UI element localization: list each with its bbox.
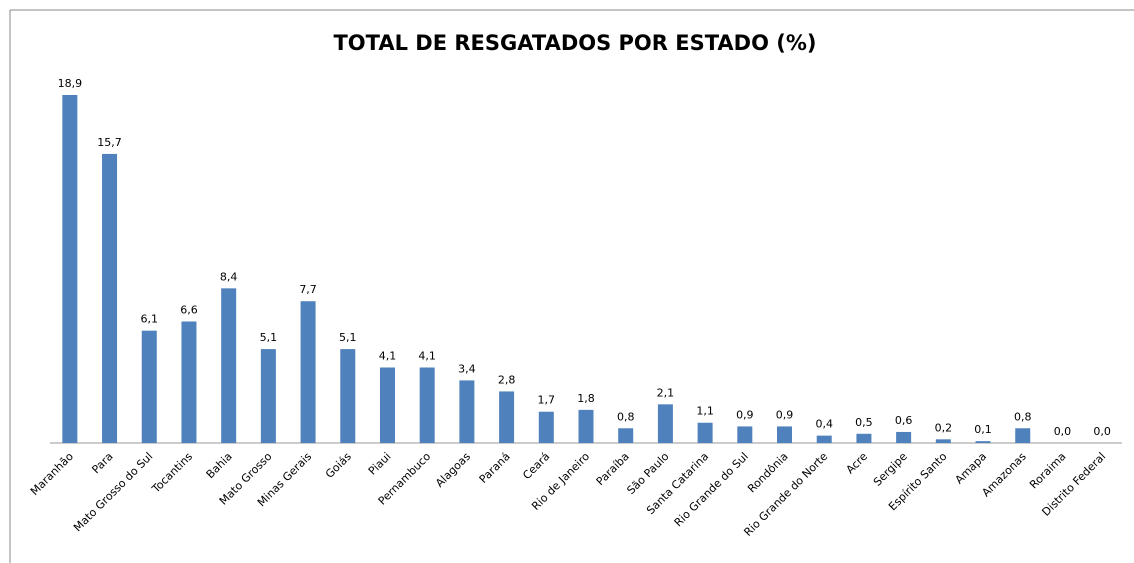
value-label: 6,1 bbox=[141, 313, 159, 326]
bar bbox=[935, 439, 951, 443]
bar bbox=[419, 367, 435, 443]
bar bbox=[856, 433, 872, 443]
bar bbox=[777, 426, 793, 443]
value-label: 0,8 bbox=[617, 410, 635, 423]
x-tick-label: Para bbox=[89, 450, 115, 476]
value-label: 7,7 bbox=[299, 283, 317, 296]
bar bbox=[578, 409, 594, 443]
bar bbox=[657, 404, 673, 443]
value-label: 18,9 bbox=[58, 77, 83, 90]
value-label: 0,1 bbox=[974, 423, 992, 436]
value-label: 6,6 bbox=[180, 303, 198, 316]
value-label: 0,4 bbox=[815, 418, 833, 431]
x-tick-label: Tocantins bbox=[149, 450, 195, 496]
x-tick-label: Bahia bbox=[204, 450, 235, 481]
bar bbox=[737, 426, 753, 443]
value-label: 0,5 bbox=[855, 416, 873, 429]
value-label: 4,1 bbox=[379, 350, 397, 363]
bar bbox=[300, 301, 316, 443]
value-label: 0,0 bbox=[1054, 425, 1072, 438]
bar bbox=[816, 435, 832, 443]
x-tick-label: Acre bbox=[844, 450, 871, 477]
bar bbox=[1015, 428, 1031, 443]
value-label: 2,1 bbox=[657, 386, 675, 399]
x-tick-label: Sergipe bbox=[871, 450, 910, 489]
x-tick-label: Mato Grosso do Sul bbox=[71, 450, 155, 534]
bar bbox=[975, 441, 991, 443]
value-label: 2,8 bbox=[498, 373, 516, 386]
x-tick-label: Rio Grande do Sul bbox=[672, 450, 751, 529]
bar bbox=[260, 349, 276, 443]
value-label: 0,8 bbox=[1014, 410, 1032, 423]
value-label: 8,4 bbox=[220, 270, 238, 283]
bar bbox=[221, 288, 237, 443]
value-label: 0,6 bbox=[895, 414, 913, 427]
bar bbox=[141, 330, 157, 443]
x-tick-label: Piaui bbox=[366, 450, 394, 478]
x-tick-label: Roraima bbox=[1027, 450, 1068, 491]
bar bbox=[896, 431, 912, 443]
x-tick-label: Goiás bbox=[323, 450, 354, 481]
value-label: 0,0 bbox=[1093, 425, 1111, 438]
bar bbox=[459, 380, 475, 443]
value-label: 5,1 bbox=[260, 331, 278, 344]
bar bbox=[697, 422, 713, 443]
bar bbox=[379, 367, 395, 443]
value-label: 1,1 bbox=[696, 405, 714, 418]
value-label: 1,7 bbox=[538, 394, 556, 407]
chart-title: TOTAL DE RESGATADOS POR ESTADO (%) bbox=[333, 31, 816, 55]
value-label: 4,1 bbox=[418, 350, 436, 363]
value-label: 0,9 bbox=[736, 408, 754, 421]
value-label: 15,7 bbox=[97, 136, 122, 149]
x-tick-label: Paraná bbox=[477, 450, 513, 486]
value-label: 1,8 bbox=[577, 392, 595, 405]
x-tick-label: Amapa bbox=[953, 450, 990, 487]
value-label: 0,9 bbox=[776, 408, 794, 421]
x-tick-label: Alagoas bbox=[433, 450, 473, 490]
bar bbox=[538, 411, 554, 443]
x-tick-label: Ceará bbox=[520, 450, 552, 482]
value-label: 3,4 bbox=[458, 362, 476, 375]
bar bbox=[618, 428, 634, 443]
bar bbox=[499, 391, 515, 443]
bar bbox=[102, 153, 118, 443]
x-tick-label: Maranhão bbox=[28, 450, 76, 498]
bar bbox=[62, 95, 78, 443]
value-label: 0,2 bbox=[935, 421, 953, 434]
x-tick-label: Paraíba bbox=[594, 450, 632, 488]
value-label: 5,1 bbox=[339, 331, 357, 344]
bar bbox=[340, 349, 356, 443]
bar bbox=[181, 321, 197, 443]
